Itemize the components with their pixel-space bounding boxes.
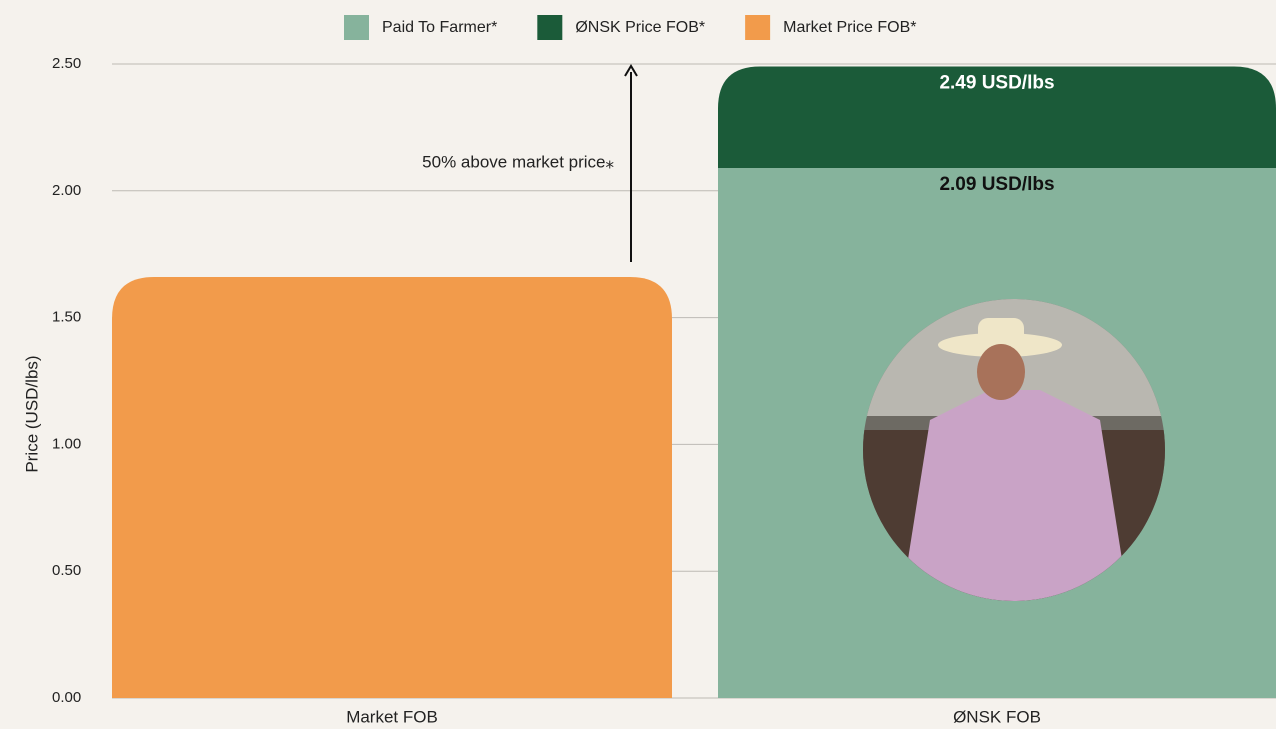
value-label: 2.49 USD/lbs xyxy=(939,73,1054,94)
y-tick-label: 2.50 xyxy=(52,55,81,72)
legend-label: ØNSK Price FOB* xyxy=(575,19,705,36)
legend-label: Paid To Farmer* xyxy=(382,19,497,36)
legend-swatch xyxy=(745,15,771,40)
annotation: 50% above market price⁎ xyxy=(422,152,614,171)
bar xyxy=(112,277,672,698)
x-tick-label: ØNSK FOB xyxy=(953,707,1041,726)
legend-swatch xyxy=(344,15,369,40)
y-tick-label: 2.00 xyxy=(52,182,81,199)
x-tick-label: Market FOB xyxy=(346,707,438,726)
value-label: 2.09 USD/lbs xyxy=(939,174,1054,195)
y-axis-label: Price (USD/lbs) xyxy=(22,355,41,472)
y-tick-label: 0.00 xyxy=(52,689,81,706)
annotation-arrowhead xyxy=(624,64,638,77)
y-tick-label: 0.50 xyxy=(52,562,81,579)
legend-label: Market Price FOB* xyxy=(783,19,916,36)
legend-swatch xyxy=(537,15,563,40)
y-tick-label: 1.00 xyxy=(52,435,81,452)
y-tick-label: 1.50 xyxy=(52,309,81,326)
